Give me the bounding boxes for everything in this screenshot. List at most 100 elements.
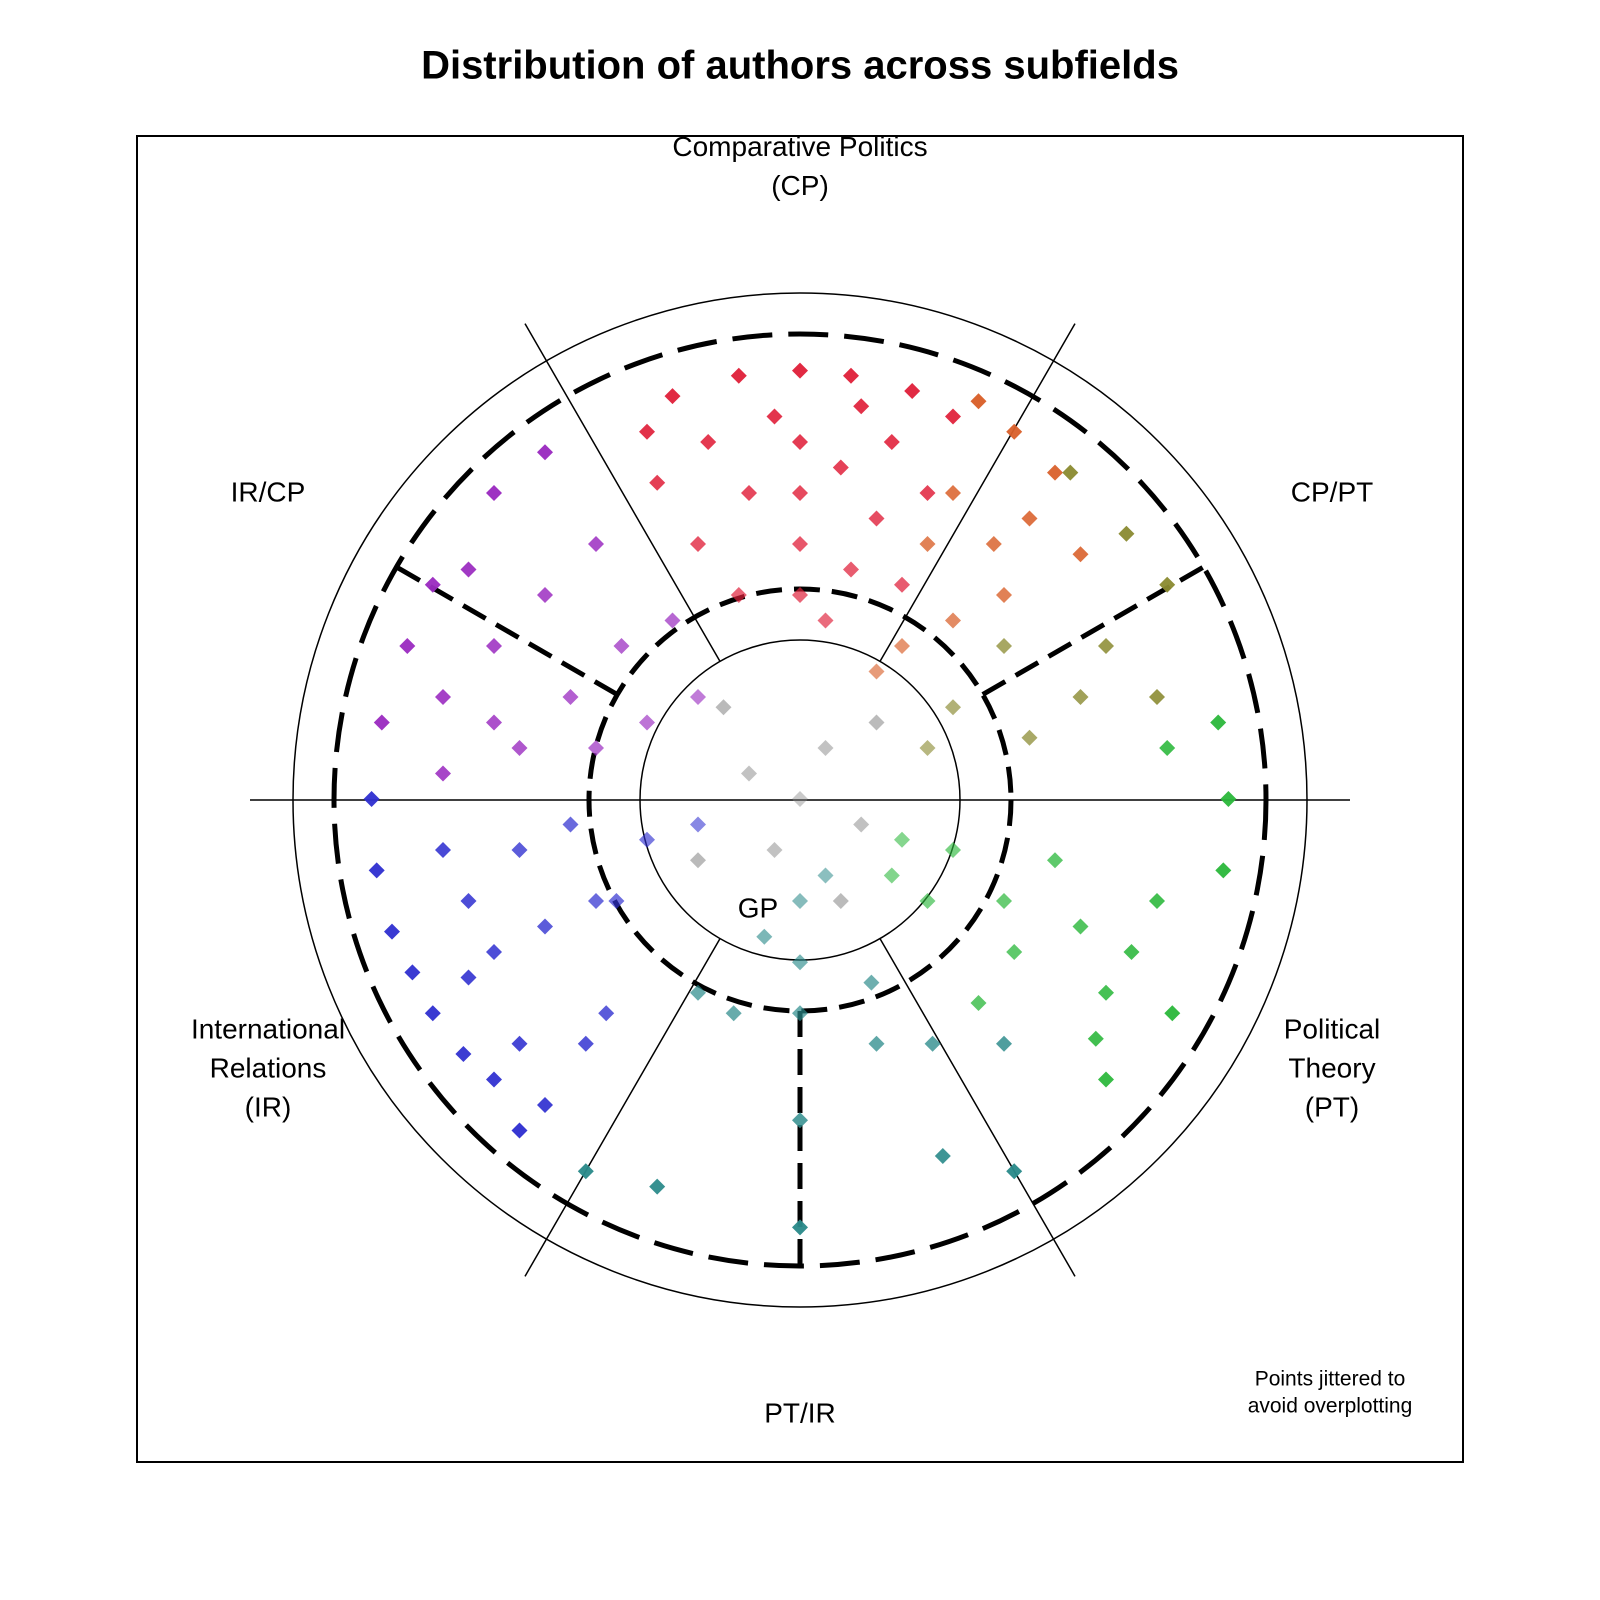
point <box>792 536 808 552</box>
point <box>511 1122 528 1139</box>
point <box>894 831 910 848</box>
point <box>435 765 451 782</box>
point <box>832 893 849 909</box>
point <box>1006 1163 1023 1180</box>
point <box>817 612 834 629</box>
point <box>919 536 936 552</box>
point <box>700 434 717 450</box>
point <box>985 536 1002 552</box>
point <box>792 1219 808 1236</box>
point <box>537 918 553 935</box>
point <box>894 638 910 654</box>
point <box>919 485 936 501</box>
point <box>792 1005 808 1022</box>
point <box>384 923 400 940</box>
spoke <box>524 323 721 662</box>
point <box>639 714 655 731</box>
point <box>598 1005 615 1022</box>
point <box>853 816 870 833</box>
point <box>883 434 900 450</box>
point <box>817 867 834 884</box>
point <box>792 954 808 971</box>
point <box>945 699 961 716</box>
point <box>537 444 553 461</box>
point <box>919 740 936 756</box>
point <box>792 362 808 379</box>
region-label: (IR) <box>245 1091 292 1122</box>
point <box>613 638 630 654</box>
point <box>843 367 859 384</box>
region-label: PT/IR <box>764 1397 836 1428</box>
point <box>741 485 757 501</box>
point <box>1047 852 1063 869</box>
point <box>404 964 421 981</box>
region-label: (CP) <box>771 170 829 201</box>
point <box>588 740 604 756</box>
point <box>792 791 808 807</box>
plot-frame <box>136 135 1464 1463</box>
point <box>945 485 961 501</box>
spoke <box>879 323 1076 662</box>
point <box>1021 729 1038 746</box>
point <box>424 1005 441 1022</box>
point <box>945 842 961 858</box>
point <box>690 536 706 552</box>
point <box>639 831 655 848</box>
point <box>832 459 849 476</box>
point <box>766 408 783 425</box>
point <box>894 576 910 593</box>
point <box>1159 576 1176 593</box>
point <box>868 510 885 527</box>
point <box>1164 1005 1181 1022</box>
point <box>373 714 390 731</box>
point <box>1006 423 1023 440</box>
point <box>460 561 477 578</box>
point <box>996 638 1012 654</box>
region-label: CP/PT <box>1291 476 1373 507</box>
point <box>649 1178 666 1195</box>
point <box>486 485 502 501</box>
point <box>1072 918 1089 935</box>
point <box>511 842 528 858</box>
point <box>588 536 604 552</box>
point <box>664 388 681 405</box>
points <box>363 362 1237 1236</box>
point <box>1149 689 1165 705</box>
point <box>588 893 604 909</box>
point <box>577 1163 594 1180</box>
point <box>725 1005 742 1022</box>
point <box>690 984 706 1001</box>
point <box>792 587 808 603</box>
region-label: Comparative Politics <box>672 131 927 162</box>
region-label: (PT) <box>1305 1091 1359 1122</box>
point <box>934 1148 951 1164</box>
point <box>766 842 783 858</box>
spoke <box>524 938 721 1277</box>
point <box>756 928 773 945</box>
point <box>460 893 477 909</box>
point <box>1098 638 1114 654</box>
point <box>1149 893 1165 909</box>
point <box>455 1046 472 1062</box>
point <box>435 842 451 858</box>
point <box>970 393 987 410</box>
point <box>1098 1071 1114 1088</box>
region-label: Theory <box>1288 1052 1375 1083</box>
point <box>577 1035 594 1052</box>
point <box>970 995 987 1011</box>
point <box>690 852 706 869</box>
scaffold <box>250 292 1350 1308</box>
point <box>730 587 747 603</box>
region-label: International <box>191 1013 345 1044</box>
point <box>1098 984 1114 1001</box>
point <box>562 816 579 833</box>
point <box>1072 546 1089 563</box>
point <box>1072 689 1089 705</box>
point <box>863 974 880 991</box>
point <box>460 969 477 986</box>
point <box>919 893 936 909</box>
point <box>792 485 808 501</box>
point <box>996 587 1012 603</box>
point <box>1220 791 1237 807</box>
